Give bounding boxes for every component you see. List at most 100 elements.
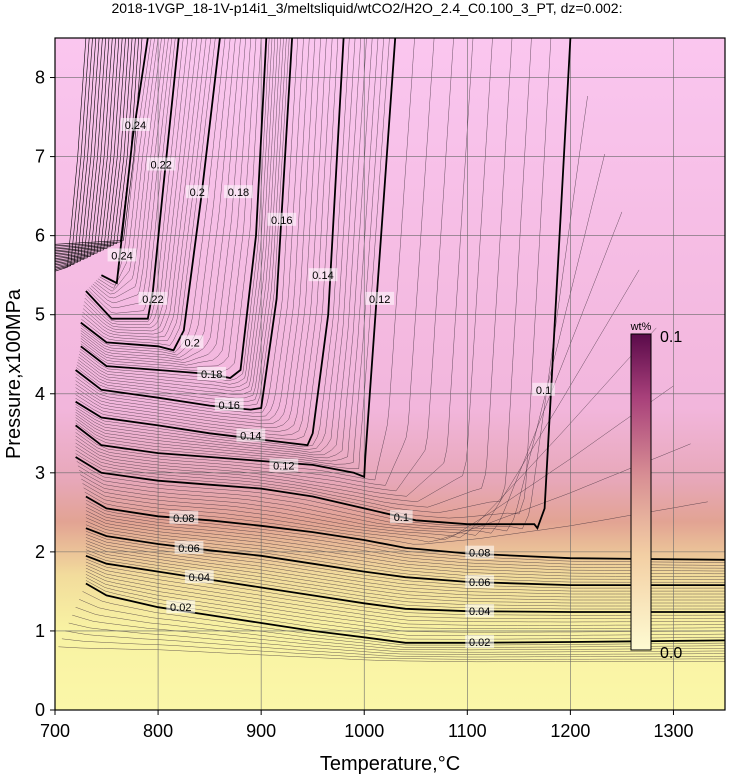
contour-label-bg [308, 268, 338, 282]
minor-contour-line [80, 38, 226, 353]
contour-label-bg [180, 335, 204, 349]
x-tick-label: 700 [40, 721, 70, 741]
minor-contour-line [85, 540, 725, 598]
minor-contour-line [80, 38, 252, 366]
minor-contour-line [85, 38, 184, 323]
contour-label: 0.08 [173, 513, 194, 525]
minor-contour-line [80, 38, 231, 356]
minor-contour-line [75, 38, 373, 459]
contour-label: 0.16 [218, 400, 239, 412]
minor-contour-line [79, 599, 725, 648]
contour-label-bg [390, 510, 413, 524]
contour-line-0.08 [85, 495, 725, 561]
colorbar-unit: wt% [630, 321, 652, 333]
x-tick-label: 1200 [550, 721, 590, 741]
contour-label-bg [184, 570, 214, 584]
colorbar: wt% 0.1 0.0 [630, 321, 683, 662]
minor-contour-line [65, 630, 725, 658]
minor-contour-line [77, 153, 605, 532]
minor-contour-line [76, 38, 287, 403]
minor-contour-line [83, 38, 198, 332]
contour-label-bg [465, 574, 495, 588]
contour-label-bg [197, 367, 227, 380]
contour-line-0.1 [75, 38, 572, 531]
contour-label-bg [166, 600, 196, 614]
contour-label-bg [269, 458, 299, 472]
contour-label-bg [465, 604, 495, 618]
minor-contour-line [81, 38, 216, 346]
minor-contour-line [81, 38, 212, 341]
minor-contour-line [80, 38, 246, 363]
minor-contour-line [85, 546, 725, 604]
contour-line-0.24 [100, 38, 149, 285]
minor-contour-line [85, 543, 725, 601]
minor-contour-line [75, 38, 310, 421]
minor-contour-line [55, 38, 130, 251]
minor-contour-line [96, 38, 159, 292]
minor-contour-line [55, 38, 120, 256]
minor-contour-line [85, 564, 725, 623]
contour-label-bg [169, 510, 199, 524]
minor-contour-line [82, 38, 207, 338]
minor-contour-line [85, 506, 725, 569]
minor-contour-line [89, 38, 173, 309]
minor-contour-line [83, 443, 691, 543]
minor-contour-line [75, 38, 379, 462]
minor-contour-line [90, 38, 169, 304]
minor-contour-line [75, 38, 304, 417]
contour-label-bg [465, 545, 495, 559]
minor-contour-line [75, 38, 350, 448]
minor-contour-line [75, 38, 333, 436]
minor-contour-line [75, 38, 435, 486]
y-tick-label: 3 [35, 463, 45, 483]
minor-contour-line [55, 38, 100, 266]
contour-label: 0.08 [469, 548, 490, 560]
contour-label: 0.02 [170, 602, 191, 614]
minor-contour-line [75, 38, 327, 432]
minor-contour-line [81, 327, 657, 538]
thin-contour-lines [55, 38, 725, 663]
minor-contour-line [78, 211, 623, 534]
minor-contour-line [75, 38, 474, 497]
contour-label-bg [224, 185, 253, 199]
contour-label: 0.18 [228, 187, 249, 199]
contour-label: 0.1 [536, 385, 551, 397]
minor-contour-line [55, 38, 110, 261]
x-tick-label: 800 [143, 721, 173, 741]
minor-contour-line [55, 38, 106, 262]
contour-label: 0.22 [150, 159, 171, 171]
minor-contour-line [75, 38, 454, 492]
contour-label: 0.12 [369, 294, 390, 306]
minor-contour-line [84, 38, 189, 326]
minor-contour-line [75, 38, 339, 440]
minor-contour-line [75, 38, 356, 450]
minor-contour-line [77, 38, 284, 399]
contour-label: 0.2 [184, 337, 199, 349]
contour-line-0.04 [85, 554, 725, 613]
minor-contour-line [55, 38, 143, 245]
contour-label: 0.14 [240, 431, 261, 443]
minor-contour-line [61, 638, 725, 660]
minor-contour-line [75, 606, 725, 651]
contour-label: 0.04 [469, 606, 490, 618]
contour-label-bg [185, 185, 209, 199]
plot-frame [54, 37, 726, 711]
minor-contour-line [78, 38, 276, 388]
y-tick-label: 7 [35, 147, 45, 167]
contour-label: 0.16 [271, 215, 292, 227]
y-tick-label: 0 [35, 700, 45, 720]
minor-contour-line [75, 38, 513, 508]
contour-label: 0.14 [312, 270, 333, 282]
x-tick-label: 900 [246, 721, 276, 741]
minor-contour-line [55, 38, 103, 264]
contour-label: 0.24 [111, 250, 132, 262]
minor-contour-line [55, 38, 123, 255]
minor-contour-line [82, 38, 202, 335]
minor-contour-line [85, 537, 725, 595]
minor-contour-line [80, 38, 241, 361]
minor-contour-line [58, 646, 725, 663]
minor-contour-line [94, 38, 162, 295]
chart-title: 2018-1VGP_18-1V-p14i1_3/meltsliquid/wtCO… [111, 0, 623, 16]
minor-contour-line [55, 38, 87, 272]
